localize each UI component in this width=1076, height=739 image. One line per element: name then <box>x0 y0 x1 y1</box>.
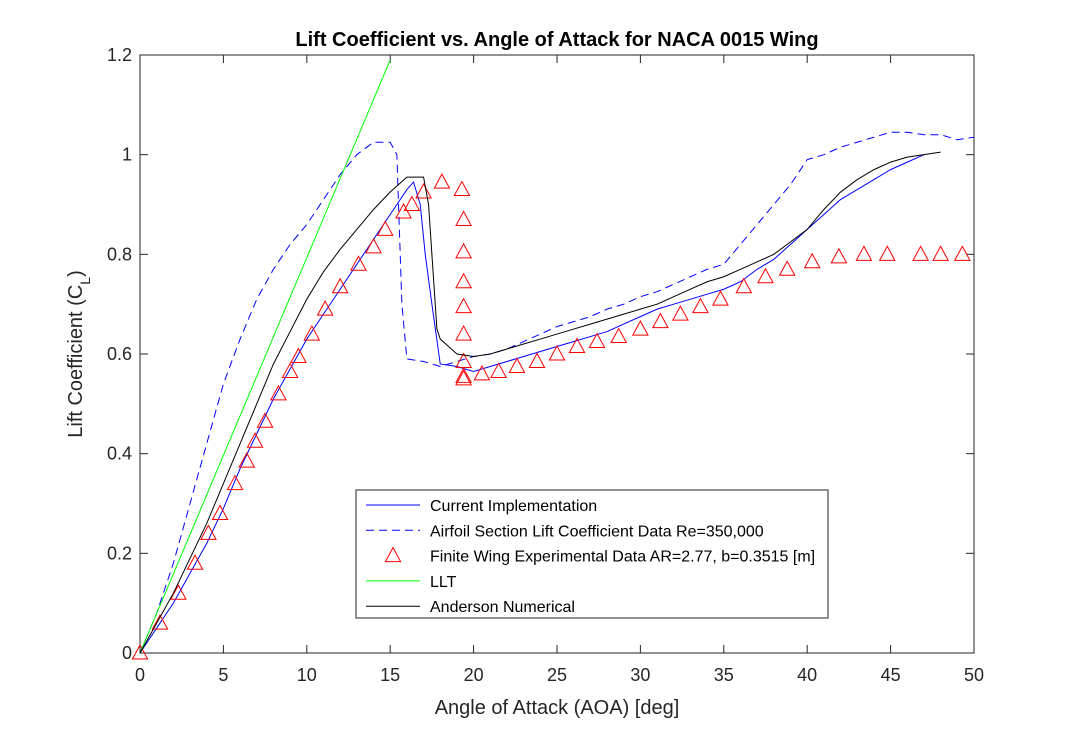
data-point <box>953 245 971 261</box>
x-tick-label: 10 <box>297 665 317 685</box>
data-point <box>778 260 796 276</box>
data-point <box>226 474 244 491</box>
data-point <box>365 237 382 254</box>
data-point <box>455 242 473 259</box>
chart-title: Lift Coefficient vs. Angle of Attack for… <box>295 29 818 51</box>
data-point <box>151 614 169 630</box>
data-point <box>651 312 669 329</box>
y-axis-label-subscript: L <box>77 277 93 285</box>
data-point <box>528 352 546 368</box>
x-tick-label: 30 <box>630 665 650 685</box>
data-point <box>270 384 287 401</box>
y-tick-label: 0.2 <box>107 543 132 563</box>
y-tick-label: 0.4 <box>107 444 132 464</box>
x-tick-label: 20 <box>464 665 484 685</box>
data-point <box>455 272 473 289</box>
data-point <box>473 364 491 381</box>
data-point <box>548 344 566 361</box>
legend-item: Anderson Numerical <box>366 599 575 616</box>
data-point <box>631 320 649 336</box>
legend-item: Current Implementation <box>366 498 597 515</box>
data-point <box>199 524 217 540</box>
data-point <box>735 277 753 294</box>
x-tick-label: 45 <box>881 665 901 685</box>
data-point <box>878 245 896 261</box>
y-axis-label-main: Lift Coefficient (C <box>65 285 87 438</box>
legend-label: Anderson Numerical <box>430 599 575 616</box>
data-point <box>376 220 394 236</box>
legend-marker <box>384 546 402 563</box>
data-point <box>256 412 274 428</box>
data-point <box>453 180 471 197</box>
data-point <box>290 347 307 363</box>
x-tick-label: 40 <box>797 665 817 685</box>
x-tick-label: 50 <box>964 665 984 685</box>
legend-label: Airfoil Section Lift Coefficient Data Re… <box>430 523 764 540</box>
y-axis: 0 0.2 0.4 0.6 0.8 1 1.2 <box>107 45 974 663</box>
data-point <box>403 195 421 211</box>
data-point <box>932 245 950 261</box>
data-point <box>211 504 229 520</box>
data-point <box>331 277 349 294</box>
data-point <box>712 290 729 306</box>
y-tick-label: 0.8 <box>107 244 132 264</box>
data-point <box>830 247 848 264</box>
series-line-anderson-numerical <box>139 151 941 654</box>
data-point <box>350 255 367 271</box>
y-axis-label: Lift Coefficient (CL) <box>65 270 93 438</box>
legend-item: Finite Wing Experimental Data AR=2.77, b… <box>384 546 815 566</box>
x-tick-label: 15 <box>380 665 400 685</box>
data-point <box>588 332 606 349</box>
legend-item: Airfoil Section Lift Coefficient Data Re… <box>366 523 764 540</box>
x-tick-label: 0 <box>135 665 145 685</box>
y-tick-label: 1 <box>122 145 132 165</box>
data-point <box>757 267 774 284</box>
data-point <box>455 369 473 386</box>
x-tick-label: 5 <box>218 665 228 685</box>
data-point <box>169 584 187 600</box>
data-point <box>568 337 586 354</box>
legend-label: Finite Wing Experimental Data AR=2.77, b… <box>430 549 815 566</box>
series-line-llt <box>139 59 391 654</box>
data-point <box>455 325 473 341</box>
data-point <box>490 362 508 378</box>
data-point <box>912 245 930 261</box>
data-point <box>281 362 299 378</box>
series-layer <box>131 59 975 660</box>
legend-box <box>355 489 829 619</box>
legend-label: LLT <box>430 574 457 591</box>
data-point <box>246 432 264 448</box>
x-axis-label: Angle of Attack (AOA) [deg] <box>435 697 680 719</box>
legend-item: LLT <box>366 574 457 591</box>
data-point <box>316 300 334 316</box>
series-finite-wing-experimental-data-ar-2-77-b-0-3515-m <box>131 173 971 660</box>
y-axis-label-close: ) <box>65 270 87 277</box>
data-point <box>455 367 473 383</box>
data-point <box>238 452 256 468</box>
legend: Current Implementation Airfoil Section Li… <box>355 489 829 619</box>
legend-label: Current Implementation <box>430 498 597 515</box>
data-point <box>433 173 451 189</box>
series-line-current-implementation <box>139 154 925 654</box>
x-tick-label: 35 <box>714 665 734 685</box>
data-point <box>692 297 709 314</box>
data-point <box>671 305 689 321</box>
data-point <box>803 252 821 269</box>
data-point <box>303 325 321 341</box>
data-point <box>610 327 628 344</box>
data-point <box>455 297 473 314</box>
data-point <box>186 554 204 570</box>
y-tick-label: 0.6 <box>107 344 132 364</box>
x-axis: 0 5 10 15 20 25 30 35 40 45 50 <box>135 55 984 685</box>
data-point <box>131 643 149 660</box>
y-tick-label: 1.2 <box>107 45 132 65</box>
y-tick-label: 0 <box>122 643 132 663</box>
data-point <box>455 210 473 226</box>
data-point <box>508 357 526 373</box>
data-point <box>415 182 433 199</box>
x-tick-label: 25 <box>547 665 567 685</box>
data-point <box>855 245 873 261</box>
